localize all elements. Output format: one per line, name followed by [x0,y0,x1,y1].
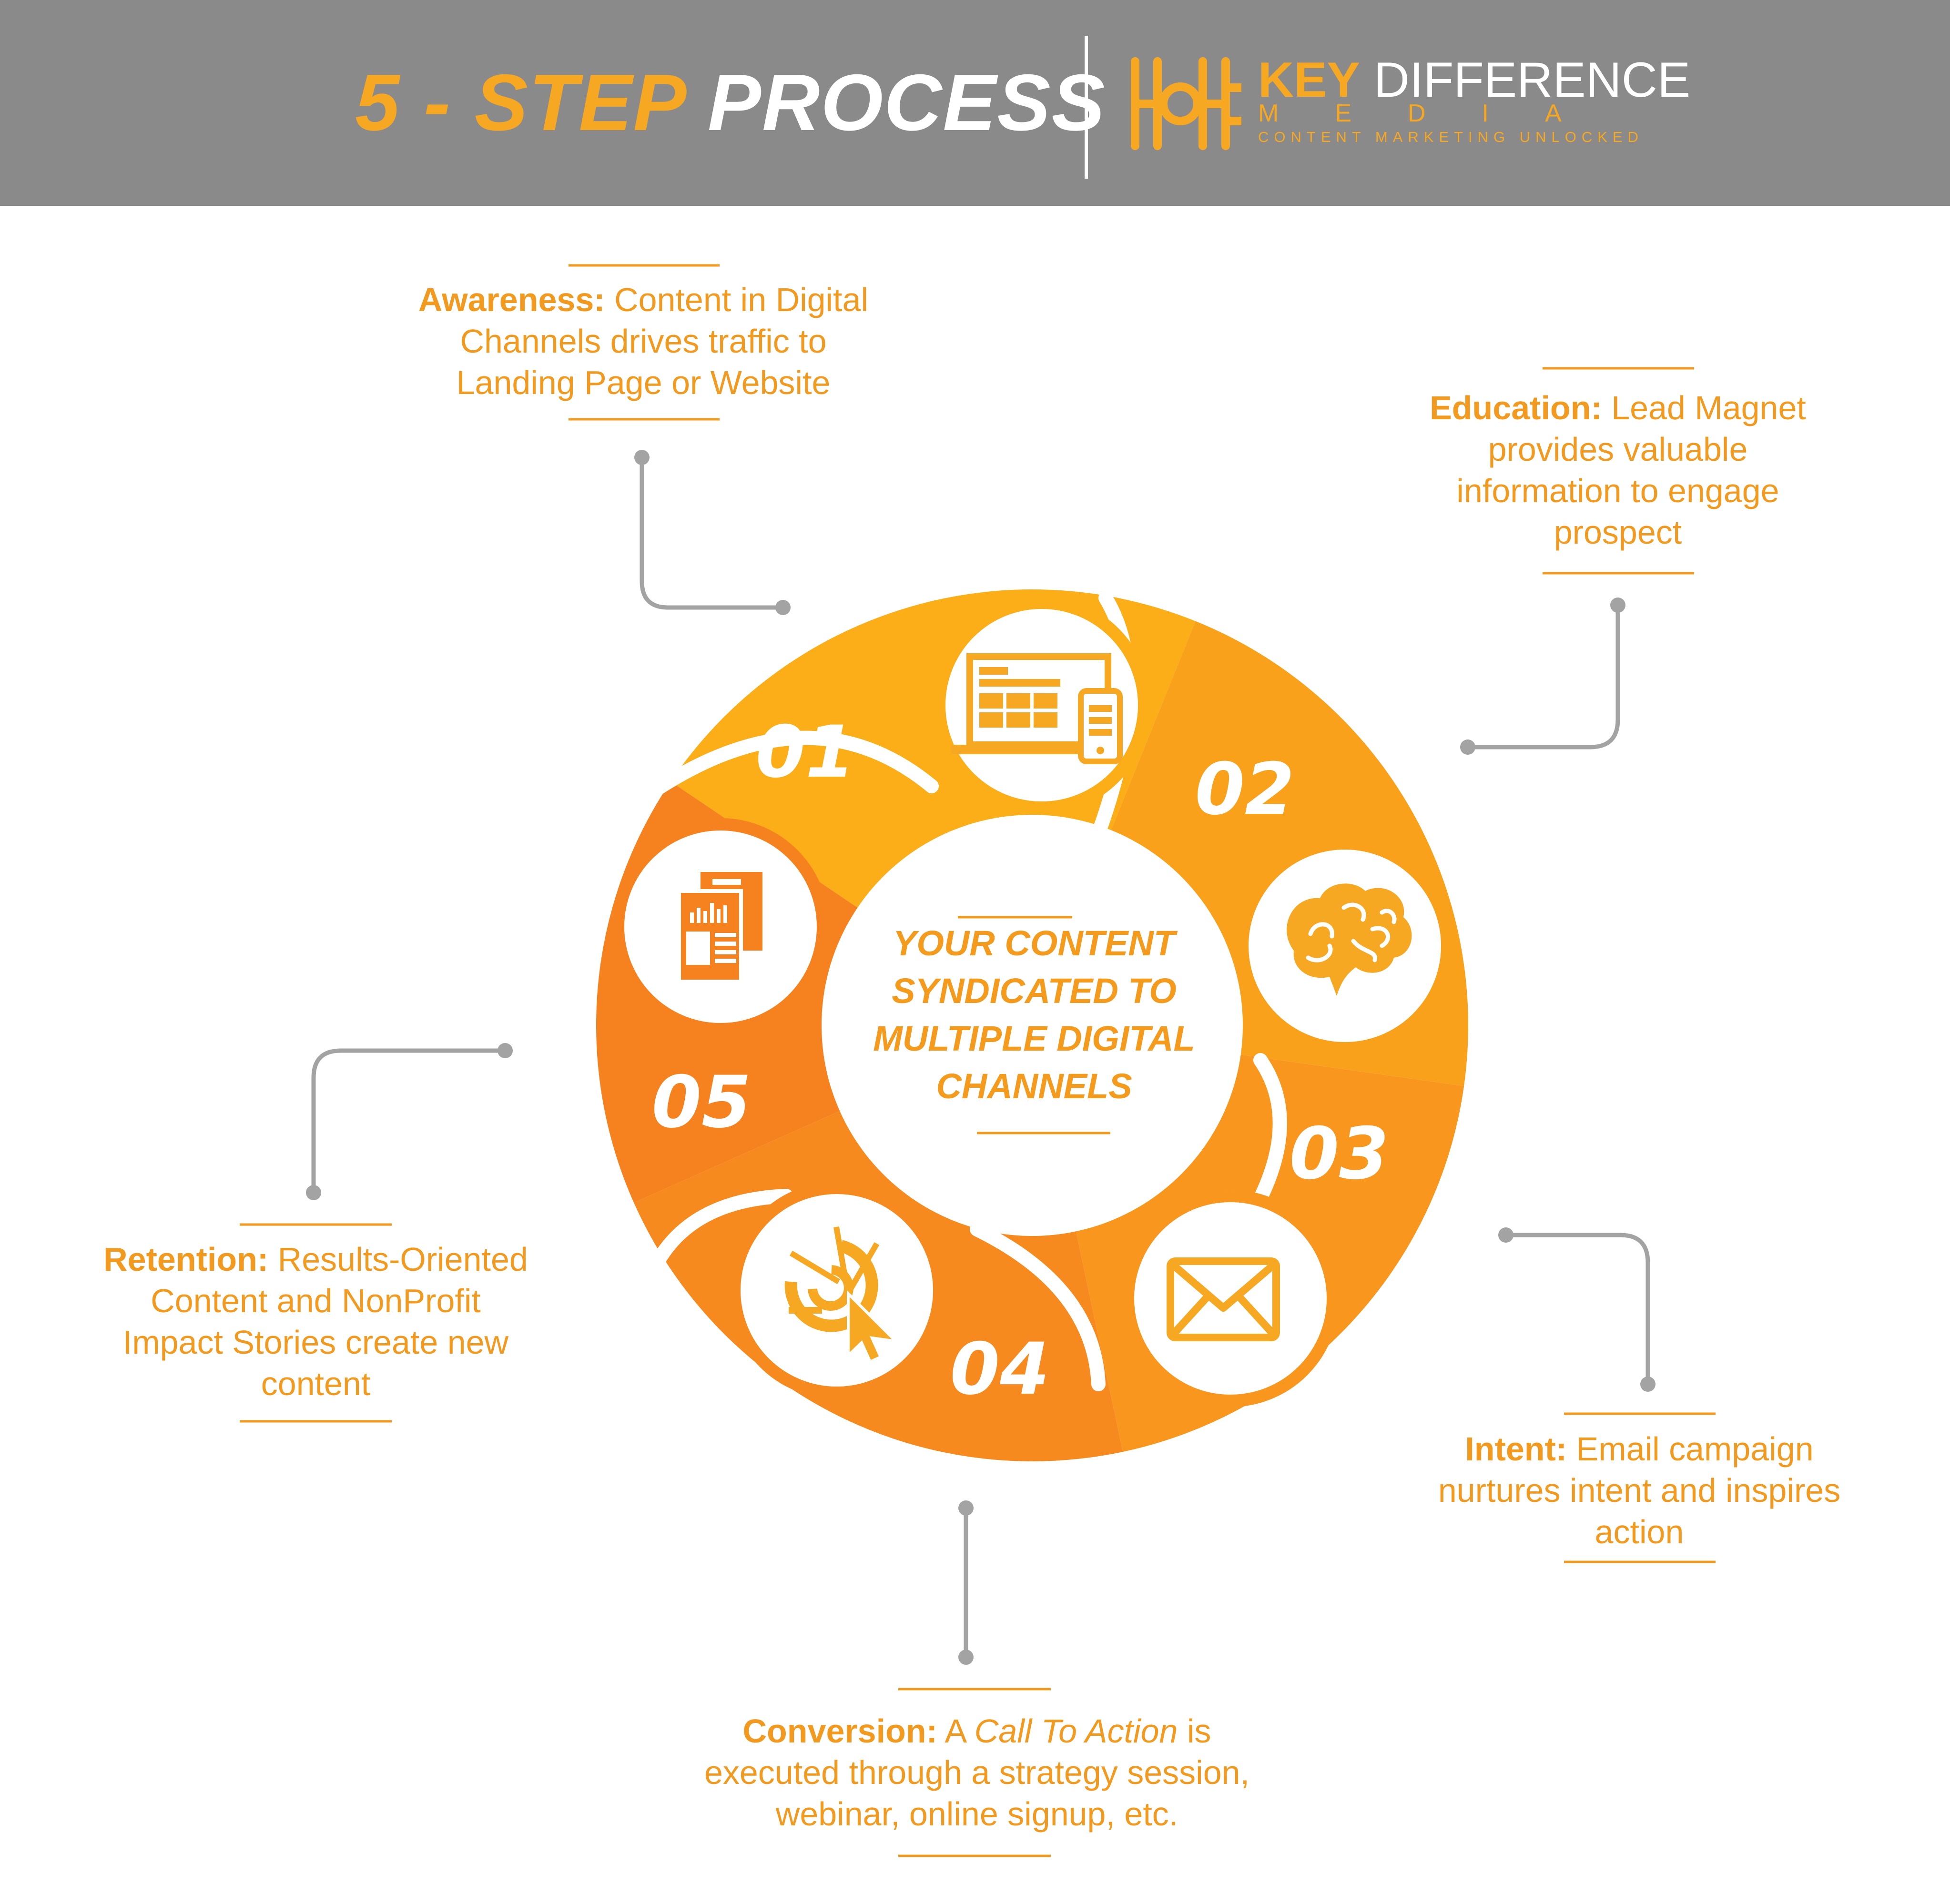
step-text: Content in Digital [614,281,869,318]
header-divider [1085,36,1088,179]
step-description-05: Retention: Results-Oriented Content and … [57,1239,574,1405]
step-text: Landing Page or Website [456,364,831,401]
step-label-intent: Intent: [1465,1430,1567,1468]
step-number-05: 05 [652,1061,752,1144]
center-message: YOUR CONTENT SYNDICATED TO MULTIPLE DIGI… [848,920,1220,1110]
step-text: Content and NonProfit [151,1282,481,1319]
connector-01 [640,455,785,610]
envelope-icon [1167,1257,1280,1341]
step-text: Channels drives traffic to [460,323,827,360]
step-number-01: 01 [756,711,855,794]
report-chart-icon [677,872,762,983]
step-text: Results-Oriented [277,1241,528,1278]
step-text: A [945,1712,965,1750]
step-number-04: 04 [950,1328,1050,1411]
connectors [311,455,1650,1660]
header-bar [0,0,1950,206]
step-label-retention: Retention: [103,1241,269,1278]
step-number-03: 03 [1290,1113,1389,1195]
connector-03 [1503,1233,1650,1387]
step-description-03: Intent: Email campaign nurtures intent a… [1377,1428,1901,1553]
step-text: webinar, online signup, etc. [775,1795,1178,1833]
call-to-action-text: Call To Action [974,1712,1178,1750]
text-rules [240,264,1716,1857]
laptop-mobile-icon [951,653,1123,764]
step-description-02: Education: Lead Magnet provides valuable… [1358,387,1878,553]
center-line: YOUR CONTENT [893,923,1175,963]
step-text: nurtures intent and inspires [1438,1472,1841,1509]
center-line: CHANNELS [936,1066,1132,1106]
brain-icon [1287,883,1412,996]
center-circle [822,815,1243,1236]
brand-name: KEY DIFFERENCE [1258,51,1690,109]
step-text: action [1595,1513,1684,1550]
connector-dots [306,450,1655,1665]
page-title: 5 - STEP PROCESS [355,55,1106,150]
step-number-02: 02 [1195,748,1295,831]
step-label-education: Education: [1430,389,1602,426]
brand-key: KEY [1258,52,1360,108]
step-numbers: 01 02 03 04 05 [652,711,1389,1411]
step-text: Lead Magnet [1611,389,1806,426]
connector-05 [311,1048,508,1195]
step-description-01: Awareness: Content in Digital Channels d… [372,279,915,404]
step-text: prospect [1554,514,1682,551]
step-text: content [261,1365,371,1402]
center-line: MULTIPLE DIGITAL [873,1019,1195,1058]
brand-difference: DIFFERENCE [1373,52,1691,108]
step-label-conversion: Conversion: [742,1712,937,1750]
center-rules [958,916,1110,1134]
step-text: provides valuable [1488,431,1748,468]
brand-logo-icon [1131,57,1241,150]
icon-circle-04 [728,1182,945,1399]
brand-tagline: CONTENT MARKETING UNLOCKED [1258,129,1644,145]
step-text: executed through a strategy session, [704,1754,1250,1791]
title-step: 5 - STEP [355,58,685,147]
step-text: information to engage [1456,472,1779,509]
target-cursor-icon [784,1226,900,1364]
step-description-04: Conversion: A Call To Action is executed… [639,1711,1315,1835]
step-label-awareness: Awareness: [418,281,605,318]
center-line: SYNDICATED TO [892,971,1177,1011]
brand-media: MEDIA [1258,100,1618,127]
step-text: Email campaign [1576,1430,1814,1468]
title-process: PROCESS [707,58,1106,147]
connector-02 [1465,603,1620,749]
step-text: is [1187,1712,1211,1750]
step-text: Impact Stories create new [122,1324,509,1361]
